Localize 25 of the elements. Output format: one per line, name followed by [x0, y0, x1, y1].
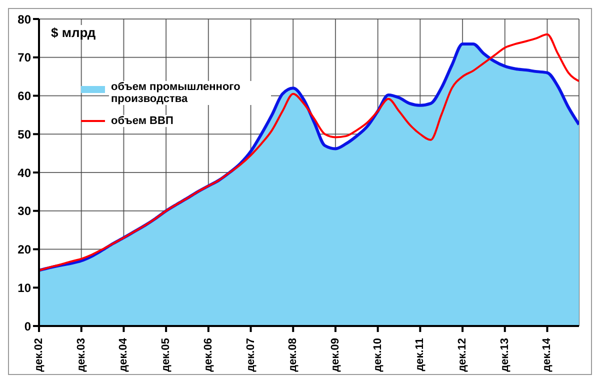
x-tick-label: дек.13: [498, 338, 511, 372]
x-tick-label: дек.10: [372, 338, 384, 372]
y-tick-label: 70: [18, 50, 32, 65]
x-tick-label: дек.11: [414, 338, 426, 372]
x-tick-label: дек.02: [33, 338, 45, 372]
x-tick-label: дек.06: [202, 338, 214, 372]
x-tick-label: дек.09: [329, 338, 342, 372]
y-tick-label: 50: [18, 127, 32, 142]
x-tick-label: дек.03: [75, 338, 88, 372]
x-tick-label: дек.14: [541, 337, 554, 372]
x-tick-label: дек.12: [456, 338, 469, 372]
y-tick-label: 10: [18, 280, 32, 295]
x-tick-label: дек.07: [244, 338, 257, 372]
legend-label: объем промышленного производства: [109, 81, 271, 105]
y-tick-label: 40: [18, 166, 32, 180]
y-axis-title: $ млрд: [49, 25, 98, 40]
x-tick-label: дек.04: [118, 337, 130, 372]
y-tick-label: 20: [18, 242, 32, 257]
x-tick-label: дек.05: [160, 338, 172, 372]
legend-label: объем ВВП: [109, 115, 176, 127]
y-tick-label: 0: [24, 319, 32, 334]
x-tick-label: дек.08: [287, 338, 300, 372]
y-tick-label: 80: [18, 12, 32, 26]
y-tick-label: 30: [18, 204, 32, 218]
y-tick-label: 60: [18, 89, 32, 104]
